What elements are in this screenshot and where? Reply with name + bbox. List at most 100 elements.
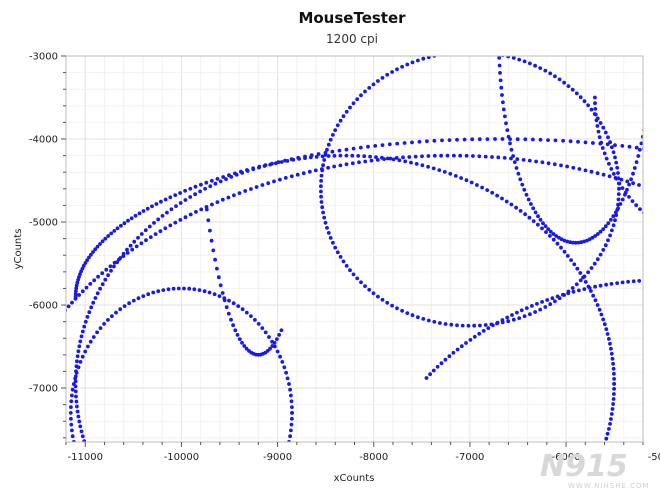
data-point (480, 185, 484, 190)
data-point (582, 287, 587, 291)
data-point (591, 293, 596, 298)
data-point (160, 214, 165, 218)
series-6 (497, 56, 643, 245)
data-point (568, 240, 572, 245)
data-point (344, 109, 349, 114)
data-point (112, 264, 116, 269)
data-point (74, 399, 79, 404)
data-point (603, 243, 608, 248)
data-point (616, 171, 620, 175)
data-point (477, 154, 482, 159)
data-point (518, 177, 523, 182)
data-point (604, 156, 609, 161)
data-point (514, 166, 519, 170)
data-point (428, 372, 432, 377)
data-point (106, 273, 110, 278)
data-point (445, 153, 450, 158)
data-point (268, 346, 272, 351)
data-point (369, 158, 374, 163)
data-point (126, 218, 130, 223)
data-point (601, 125, 606, 130)
data-point (599, 312, 604, 317)
data-point (244, 346, 249, 351)
data-point (209, 238, 214, 243)
data-point (503, 114, 507, 119)
data-point (208, 184, 213, 189)
data-point (521, 158, 526, 162)
data-point (109, 231, 114, 236)
data-point (565, 164, 569, 169)
y-axis-label: yCounts (13, 229, 24, 270)
data-point (71, 382, 76, 386)
data-point (511, 56, 516, 60)
data-point (598, 252, 603, 257)
data-point (495, 320, 500, 325)
data-point (540, 226, 544, 231)
data-point (88, 339, 93, 344)
data-point (204, 180, 209, 185)
data-point (485, 137, 490, 142)
data-point (83, 261, 88, 265)
data-point (256, 322, 261, 326)
data-point (551, 237, 556, 242)
data-point (627, 182, 631, 187)
data-point (115, 226, 120, 231)
data-point (319, 200, 324, 204)
data-point (161, 288, 166, 292)
data-point (550, 296, 555, 301)
data-point (515, 137, 520, 142)
data-point (613, 155, 617, 160)
data-point (156, 217, 161, 222)
data-point (619, 177, 624, 182)
data-point (151, 290, 156, 295)
data-point (524, 192, 529, 197)
data-point (385, 300, 390, 305)
data-point (69, 405, 73, 409)
data-point (284, 370, 288, 375)
data-point (394, 156, 399, 160)
data-point (332, 164, 337, 169)
data-point (199, 207, 204, 212)
data-point (522, 59, 527, 64)
data-point (538, 66, 543, 70)
data-point (213, 181, 218, 186)
data-point (468, 338, 473, 342)
data-point (439, 361, 444, 366)
data-point (275, 337, 279, 341)
data-point (504, 121, 508, 126)
data-point (130, 247, 135, 252)
data-point (573, 240, 578, 245)
data-point (568, 139, 573, 144)
data-point (625, 179, 630, 184)
data-point (509, 156, 513, 161)
data-point (270, 344, 275, 348)
data-point (554, 234, 559, 238)
watermark: N915 WWW.NIHSHE.COM (540, 449, 649, 490)
data-point (221, 175, 226, 179)
data-point (546, 161, 551, 166)
data-point (229, 317, 233, 322)
data-point (609, 417, 613, 421)
data-point (289, 174, 294, 179)
data-point (119, 223, 123, 228)
data-point (125, 247, 129, 252)
data-point (188, 186, 193, 191)
data-point (523, 212, 527, 217)
data-point (212, 292, 217, 297)
data-point (168, 195, 173, 200)
data-point (410, 60, 415, 65)
data-point (511, 317, 516, 322)
data-point (232, 193, 236, 198)
data-point (566, 84, 571, 88)
data-point (546, 227, 551, 232)
data-point (607, 161, 611, 166)
data-point (634, 145, 639, 150)
x-tick-label: -5000 (648, 452, 660, 463)
data-point (595, 303, 600, 307)
data-point (178, 218, 183, 222)
data-point (182, 286, 186, 291)
data-point (322, 215, 327, 220)
data-point (118, 256, 123, 260)
data-point (199, 182, 203, 187)
